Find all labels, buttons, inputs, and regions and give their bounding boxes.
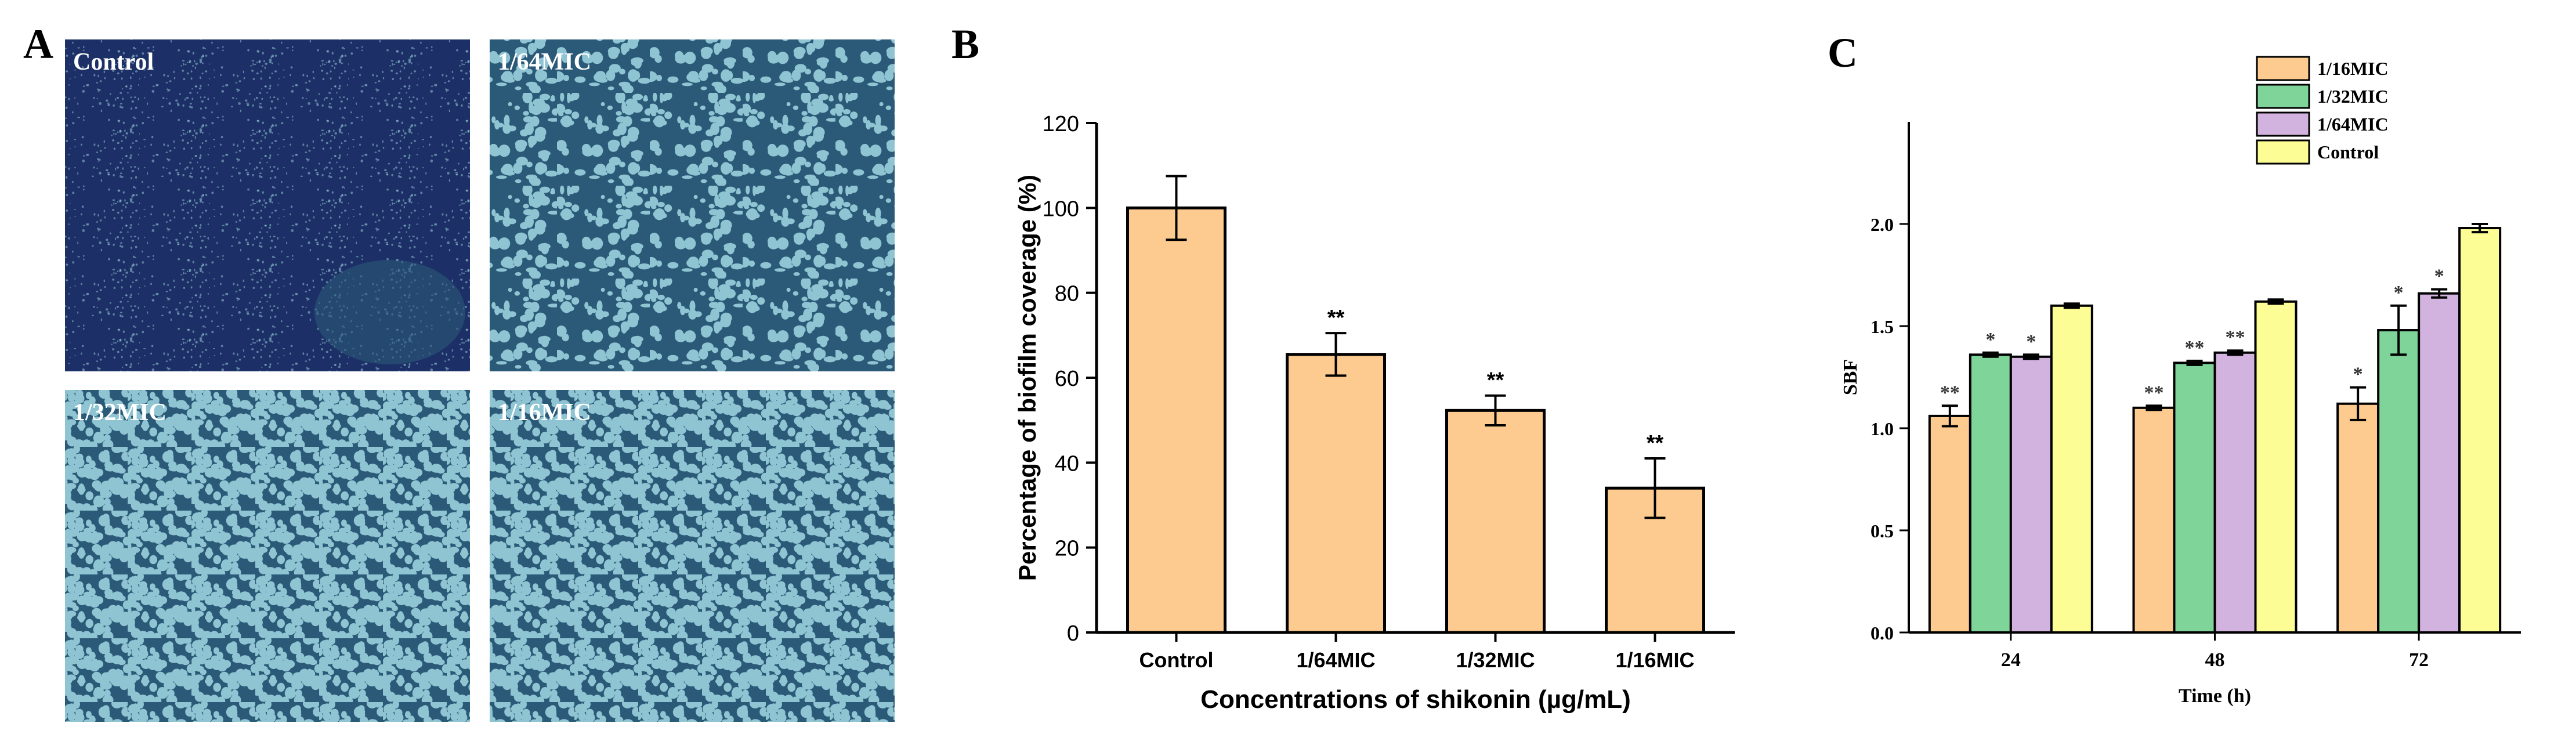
y-tick-label: 80: [1055, 282, 1079, 306]
x-tick-label: 1/64MIC: [1296, 648, 1375, 672]
bar-1-16mic-48: [2132, 406, 2176, 634]
bar-1-32mic-24: [1969, 353, 2012, 634]
panel-b-bar-chart: B 0 20 40 60 80 100 120 Control 1/64MIC ** 1/32MIC…: [951, 21, 1735, 714]
panel-c-letter: C: [1828, 30, 1858, 76]
panel-a-micrographs: A Control 1/64MIC 1/32MIC 1/16MIC: [23, 21, 895, 722]
y-tick-label: 0.5: [1871, 520, 1894, 541]
significance-label: **: [1327, 306, 1345, 330]
micrograph-control: Control: [65, 39, 470, 371]
legend-label: 1/16MIC: [2317, 58, 2389, 79]
legend-label: 1/64MIC: [2317, 114, 2389, 135]
micrograph-image: [490, 390, 895, 722]
bar-control-48: [2254, 300, 2298, 634]
panel-b-letter: B: [951, 21, 979, 67]
micrograph-1-16mic: 1/16MIC: [490, 390, 895, 722]
y-tick-label: 1.5: [1871, 316, 1894, 337]
y-axis-label: Percentage of biofilm coverage (%): [1014, 175, 1041, 581]
y-tick-label: 0: [1067, 621, 1079, 646]
y-tick-label: 1.0: [1871, 418, 1894, 439]
bar-1-16mic-72: [2336, 402, 2380, 634]
bar-1-64mic-72: [2418, 292, 2461, 634]
legend-swatch: [2256, 56, 2310, 81]
significance-label: *: [2394, 282, 2404, 303]
micrograph-patch: [314, 260, 465, 364]
micrograph-image: [490, 39, 895, 371]
y-tick-label: 60: [1055, 367, 1079, 391]
bar-1-64mic-24: [2009, 355, 2053, 634]
bar-1-32mic-48: [2173, 361, 2216, 634]
bar-control-72: [2458, 227, 2502, 634]
micrograph-label: 1/16MIC: [498, 399, 591, 426]
bar-control-24: [2050, 304, 2093, 634]
y-axis-label: SBF: [1840, 359, 1861, 395]
micrograph-label: 1/32MIC: [73, 399, 167, 426]
micrograph-1-32mic: 1/32MIC: [65, 390, 470, 722]
significance-label: **: [2144, 382, 2164, 403]
significance-label: **: [1940, 382, 1960, 403]
legend: 1/16MIC 1/32MIC 1/64MIC Control: [2256, 56, 2389, 165]
micrograph-label: Control: [73, 49, 154, 75]
panel-a-letter: A: [23, 21, 53, 67]
x-tick-label: Control: [1139, 648, 1214, 672]
legend-swatch: [2256, 139, 2310, 165]
x-axis-label: Concentrations of shikonin (µg/mL): [1200, 685, 1631, 714]
legend-label: 1/32MIC: [2317, 86, 2389, 107]
y-tick-label: 0.0: [1871, 623, 1894, 643]
y-tick-label: 40: [1055, 451, 1079, 476]
legend-label: Control: [2317, 142, 2379, 162]
x-tick-label: 24: [2001, 649, 2021, 671]
x-tick-label: 1/16MIC: [1615, 648, 1694, 672]
significance-label: **: [2226, 327, 2245, 348]
y-tick-label: 2.0: [1871, 214, 1894, 235]
significance-label: *: [2434, 266, 2444, 287]
micrograph-label: 1/64MIC: [498, 49, 591, 75]
bar-1-16mic-24: [1928, 414, 1971, 634]
bar-control: [1126, 206, 1227, 634]
bar-1-64mic-48: [2213, 351, 2257, 634]
y-tick-label: 120: [1043, 112, 1079, 136]
y-tick-label: 20: [1055, 537, 1079, 561]
x-tick-label: 48: [2205, 649, 2225, 671]
x-tick-label: 72: [2409, 649, 2429, 671]
y-tick-label: 100: [1043, 197, 1079, 221]
legend-swatch: [2256, 111, 2310, 137]
micrograph-1-64mic: 1/64MIC: [490, 39, 895, 371]
significance-label: *: [1985, 329, 1995, 350]
x-axis-label: Time (h): [2179, 685, 2251, 707]
significance-label: *: [2026, 331, 2036, 352]
significance-label: *: [2353, 364, 2363, 385]
x-tick-label: 1/32MIC: [1456, 648, 1535, 672]
legend-swatch: [2256, 84, 2310, 109]
significance-label: **: [1487, 368, 1504, 393]
micrograph-image: [65, 390, 470, 722]
bar-1-32mic: [1445, 408, 1546, 634]
significance-label: **: [1647, 431, 1664, 455]
panel-c-grouped-bar-chart: C 0.00.51.01.52.0*** *24**** **48***72Time…: [1828, 30, 2521, 707]
bar-1-64mic: [1286, 353, 1386, 634]
bar-1-32mic-72: [2377, 329, 2421, 634]
significance-label: **: [2185, 337, 2205, 359]
